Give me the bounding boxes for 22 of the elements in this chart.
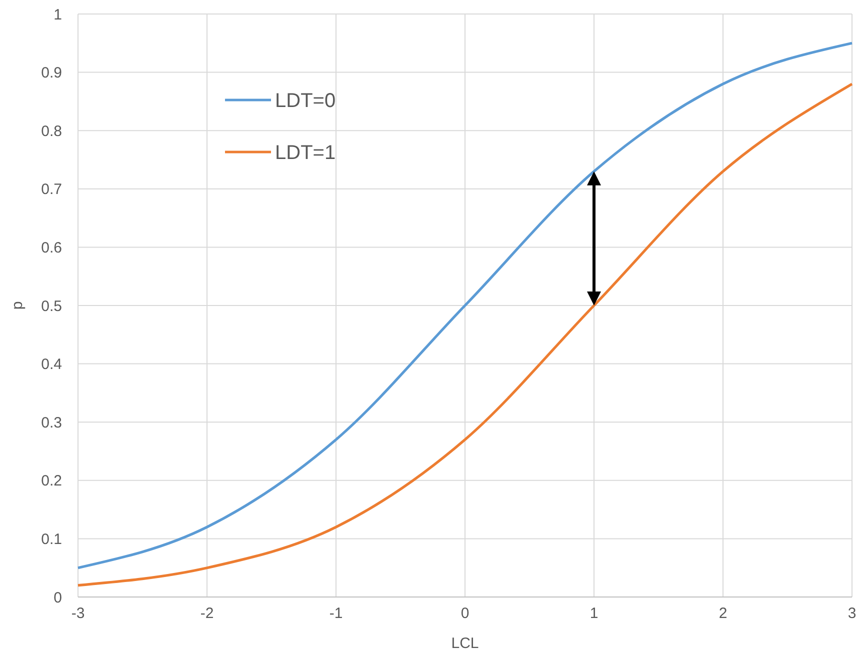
y-tick-label: 0.7: [41, 181, 62, 198]
y-tick-label: 0.5: [41, 298, 62, 315]
x-tick-label: -1: [329, 605, 343, 622]
y-tick-label: 0.9: [41, 64, 62, 82]
y-tick-label: 0.8: [41, 122, 62, 140]
x-tick-label: -3: [71, 605, 85, 622]
x-tick-label: 1: [590, 605, 598, 622]
y-tick-label: 0.4: [41, 356, 62, 374]
y-tick-label: 0.2: [41, 472, 62, 490]
legend-label: LDT=1: [275, 142, 336, 164]
legend-label: LDT=0: [275, 90, 336, 112]
y-tick-label: 0.1: [41, 530, 62, 548]
y-axis-title: p: [9, 301, 26, 310]
x-axis-title: LCL: [451, 635, 479, 652]
x-tick-label: -2: [200, 605, 214, 622]
y-tick-label: 0: [54, 589, 62, 606]
y-tick-label: 0.6: [41, 239, 62, 256]
y-tick-label: 0.3: [41, 414, 62, 432]
x-tick-label: 0: [460, 605, 470, 622]
y-tick-label: 1: [54, 6, 62, 24]
x-tick-label: 3: [848, 605, 856, 622]
x-tick-label: 2: [718, 605, 728, 622]
